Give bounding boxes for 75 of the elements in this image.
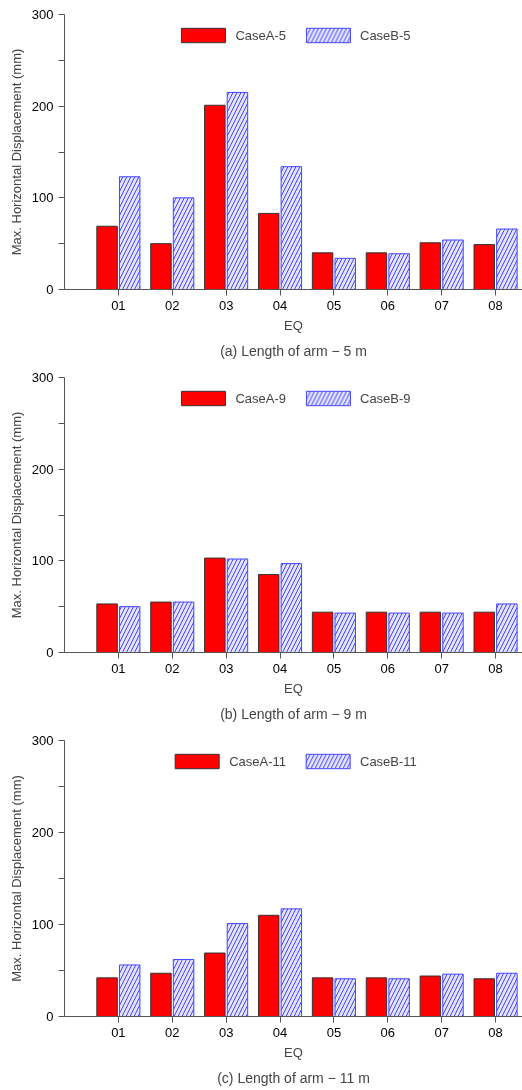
y-tick-label: 200 (31, 461, 54, 477)
bar (311, 977, 334, 1017)
x-tick-label: 07 (434, 297, 449, 313)
x-tick-label: 08 (488, 1024, 503, 1040)
x-axis-title: EQ (284, 317, 303, 333)
y-tick-label: 300 (31, 733, 54, 748)
y-tick-label: 300 (31, 370, 54, 385)
y-axis-title: Max. Horizontal Displacement (mm) (8, 775, 24, 982)
x-tick-label: 07 (434, 1024, 449, 1040)
bar (96, 225, 118, 290)
bar (419, 611, 442, 653)
bar (311, 252, 334, 290)
bar (150, 972, 172, 1017)
x-tick-label: 08 (488, 297, 503, 313)
x-tick-label: 01 (111, 297, 126, 313)
x-tick-label: 01 (111, 660, 126, 676)
y-axis-title: Max. Horizontal Displacement (mm) (8, 48, 24, 256)
y-tick-label: 200 (31, 825, 54, 840)
legend-label: CaseB-9 (360, 390, 411, 406)
text: (b) Length of arm − 9 m (220, 705, 367, 722)
x-tick-label: 01 (111, 1024, 126, 1040)
bar (365, 252, 388, 290)
x-tick-label: 06 (380, 1024, 396, 1040)
x-tick-label: 05 (326, 1024, 342, 1040)
bar (419, 242, 442, 290)
bar (473, 611, 495, 653)
text: (a) Length of arm − 5 m (220, 342, 367, 359)
y-tick-label: 300 (31, 7, 54, 22)
x-tick-label: 03 (218, 1024, 234, 1040)
legend-label: CaseA-9 (235, 390, 286, 406)
x-tick-label: 05 (326, 660, 342, 676)
bar (150, 243, 172, 290)
y-tick-label: 200 (31, 98, 54, 114)
x-tick-label: 02 (165, 660, 180, 676)
x-tick-label: 03 (218, 297, 234, 313)
x-tick-label: 02 (165, 1024, 180, 1040)
legend-label: CaseB-11 (360, 753, 417, 769)
x-axis-title: EQ (284, 1044, 303, 1060)
y-tick-label: 0 (46, 282, 54, 297)
bar (96, 977, 118, 1017)
bar (311, 611, 334, 653)
y-tick-label: 100 (31, 553, 54, 569)
x-tick-label: 02 (165, 297, 180, 313)
bar (257, 212, 280, 290)
x-tick-label: 06 (380, 297, 396, 313)
x-tick-label: 08 (488, 660, 503, 676)
x-tick-label: 04 (272, 1024, 288, 1040)
bar (365, 977, 388, 1017)
bar (365, 611, 388, 653)
x-tick-label: 04 (272, 297, 288, 313)
x-tick-label: 05 (326, 297, 342, 313)
text: (c) Length of arm − 11 m (217, 1069, 370, 1086)
y-tick-label: 0 (46, 1009, 54, 1024)
bar (204, 557, 226, 653)
bar (257, 574, 280, 653)
x-axis-title: EQ (284, 680, 303, 696)
x-tick-label: 06 (380, 660, 396, 676)
y-tick-label: 100 (31, 917, 54, 932)
x-tick-label: 03 (218, 660, 234, 676)
bar (473, 244, 495, 290)
bar (150, 601, 172, 653)
x-tick-label: 07 (434, 660, 449, 676)
legend-label: CaseA-5 (235, 27, 286, 43)
bar (419, 975, 442, 1017)
legend-label: CaseB-5 (360, 27, 411, 43)
bar (96, 603, 118, 653)
bar (204, 104, 226, 290)
y-tick-label: 100 (31, 190, 54, 206)
bar (204, 952, 226, 1017)
x-tick-label: 04 (272, 660, 288, 676)
bar (473, 978, 495, 1017)
y-axis-title: Max. Horizontal Displacement (mm) (8, 411, 24, 619)
bar (257, 914, 280, 1017)
y-tick-label: 0 (46, 645, 54, 660)
legend-label: CaseA-11 (229, 753, 286, 769)
